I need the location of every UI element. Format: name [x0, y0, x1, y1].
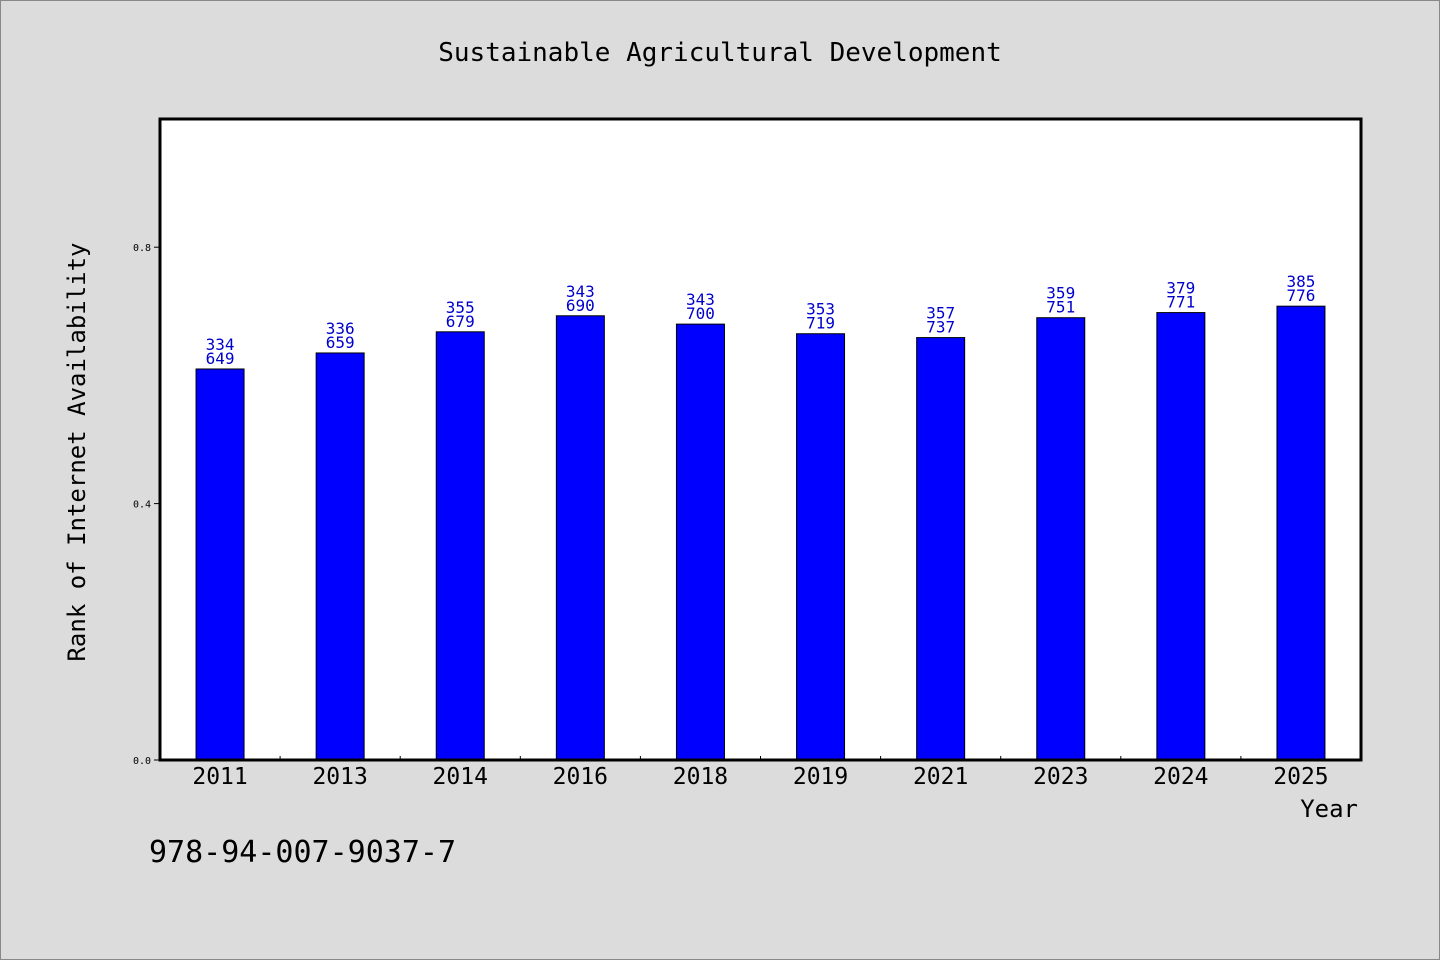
y-tick-label-0.4: 0.4: [133, 500, 151, 511]
data-label-2021-1: 357: [926, 304, 955, 323]
bar-2025: [1276, 305, 1326, 761]
x-tick-label-2014: 2014: [433, 764, 488, 790]
x-tick-label-2021: 2021: [913, 764, 968, 790]
data-label-2023-2: 751: [1046, 298, 1075, 317]
x-tick-label-2024: 2024: [1153, 764, 1208, 790]
data-label-2014-1: 355: [446, 298, 475, 317]
data-label-2014-2: 679: [446, 312, 475, 331]
data-label-2013-1: 336: [326, 319, 355, 338]
bar-2014: [435, 331, 485, 761]
data-label-2021-2: 737: [926, 318, 955, 337]
bar-2011: [195, 368, 245, 761]
bar-2018: [675, 323, 725, 761]
bar-2013: [315, 352, 365, 761]
y-tick-label-0.0: 0.0: [133, 756, 151, 767]
data-label-2011-2: 649: [206, 349, 235, 368]
y-tick-label-0.8: 0.8: [133, 243, 151, 254]
data-label-2019-2: 719: [806, 314, 835, 333]
bar-2016: [555, 315, 605, 761]
footer-code: 978-94-007-9037-7: [149, 835, 456, 870]
data-label-2016-1: 343: [566, 282, 595, 301]
data-label-2025-2: 776: [1286, 286, 1315, 305]
data-label-2024-2: 771: [1166, 293, 1195, 312]
data-label-2011-1: 334: [206, 335, 235, 354]
x-tick-label-2016: 2016: [553, 764, 608, 790]
data-label-2023-1: 359: [1046, 284, 1075, 303]
data-label-2018-1: 343: [686, 290, 715, 309]
bar-2024: [1156, 312, 1206, 761]
x-tick-label-2023: 2023: [1033, 764, 1088, 790]
chart-title: Sustainable Agricultural Development: [438, 38, 1002, 68]
data-label-2024-1: 379: [1166, 279, 1195, 298]
y-axis-title: Rank of Internet Availability: [63, 242, 91, 661]
x-tick-label-2025: 2025: [1273, 764, 1328, 790]
x-tick-label-2011: 2011: [192, 764, 247, 790]
x-tick-label-2019: 2019: [793, 764, 848, 790]
data-label-2025-1: 385: [1286, 272, 1315, 291]
data-label-2013-2: 659: [326, 333, 355, 352]
x-axis: 2011 2013 2014 2016 2018 2019 2021 2023 2024 2025: [192, 756, 1329, 790]
bar-2023: [1036, 317, 1086, 761]
x-axis-title: Year: [1300, 795, 1358, 823]
plot-border: [158, 117, 1363, 762]
data-label-2018-2: 700: [686, 304, 715, 323]
x-tick-label-2018: 2018: [673, 764, 728, 790]
bars-layer: [195, 305, 1326, 761]
data-label-2019-1: 353: [806, 300, 835, 319]
data-label-2016-2: 690: [566, 296, 595, 315]
bar-2021: [916, 337, 966, 761]
y-axis: 0.0 0.4 0.8: [133, 243, 160, 767]
bar-2019: [796, 333, 846, 761]
x-tick-label-2013: 2013: [312, 764, 367, 790]
